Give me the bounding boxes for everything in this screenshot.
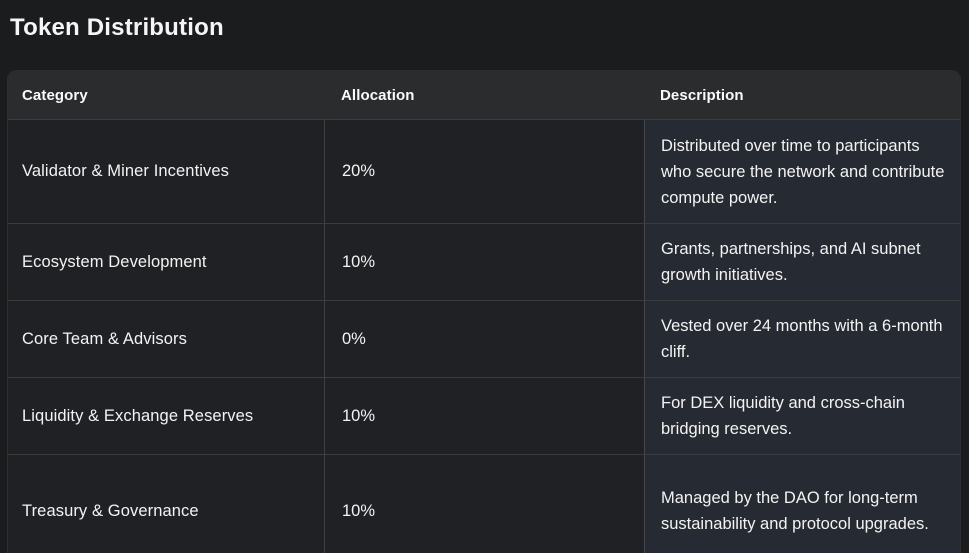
description-cell: Managed by the DAO for long-term sustain… bbox=[644, 455, 960, 553]
category-cell: Liquidity & Exchange Reserves bbox=[22, 406, 254, 425]
description-cell: For DEX liquidity and cross-chain bridgi… bbox=[644, 378, 960, 454]
category-cell: Treasury & Governance bbox=[22, 501, 199, 520]
category-cell: Ecosystem Development bbox=[22, 252, 207, 271]
table-row: Core Team & Advisors 0% Vested over 24 m… bbox=[8, 300, 960, 377]
column-header-category: Category bbox=[22, 86, 88, 104]
table-header-row: Category Allocation Description bbox=[8, 71, 960, 119]
description-cell: Vested over 24 months with a 6-month cli… bbox=[644, 301, 960, 377]
description-cell: Grants, partnerships, and AI subnet grow… bbox=[644, 224, 960, 300]
column-header-allocation: Allocation bbox=[341, 86, 415, 104]
column-header-description: Description bbox=[660, 86, 744, 104]
description-cell: Distributed over time to participants wh… bbox=[644, 120, 960, 223]
allocation-cell: 10% bbox=[324, 378, 644, 454]
table-row: Validator & Miner Incentives 20% Distrib… bbox=[8, 119, 960, 223]
allocation-cell: 10% bbox=[324, 455, 644, 553]
table-row: Ecosystem Development 10% Grants, partne… bbox=[8, 223, 960, 300]
token-distribution-table: Category Allocation Description Validato… bbox=[7, 70, 961, 553]
category-cell: Validator & Miner Incentives bbox=[22, 162, 230, 180]
allocation-cell: 10% bbox=[324, 224, 644, 300]
allocation-cell: 20% bbox=[324, 120, 644, 223]
category-cell: Core Team & Advisors bbox=[22, 329, 187, 348]
table-row: Liquidity & Exchange Reserves 10% For DE… bbox=[8, 377, 960, 454]
table-row: Treasury & Governance 10% Managed by the… bbox=[8, 454, 960, 553]
table-body: Validator & Miner Incentives 20% Distrib… bbox=[8, 119, 960, 553]
page-title: Token Distribution bbox=[10, 14, 224, 41]
allocation-cell: 0% bbox=[324, 301, 644, 377]
